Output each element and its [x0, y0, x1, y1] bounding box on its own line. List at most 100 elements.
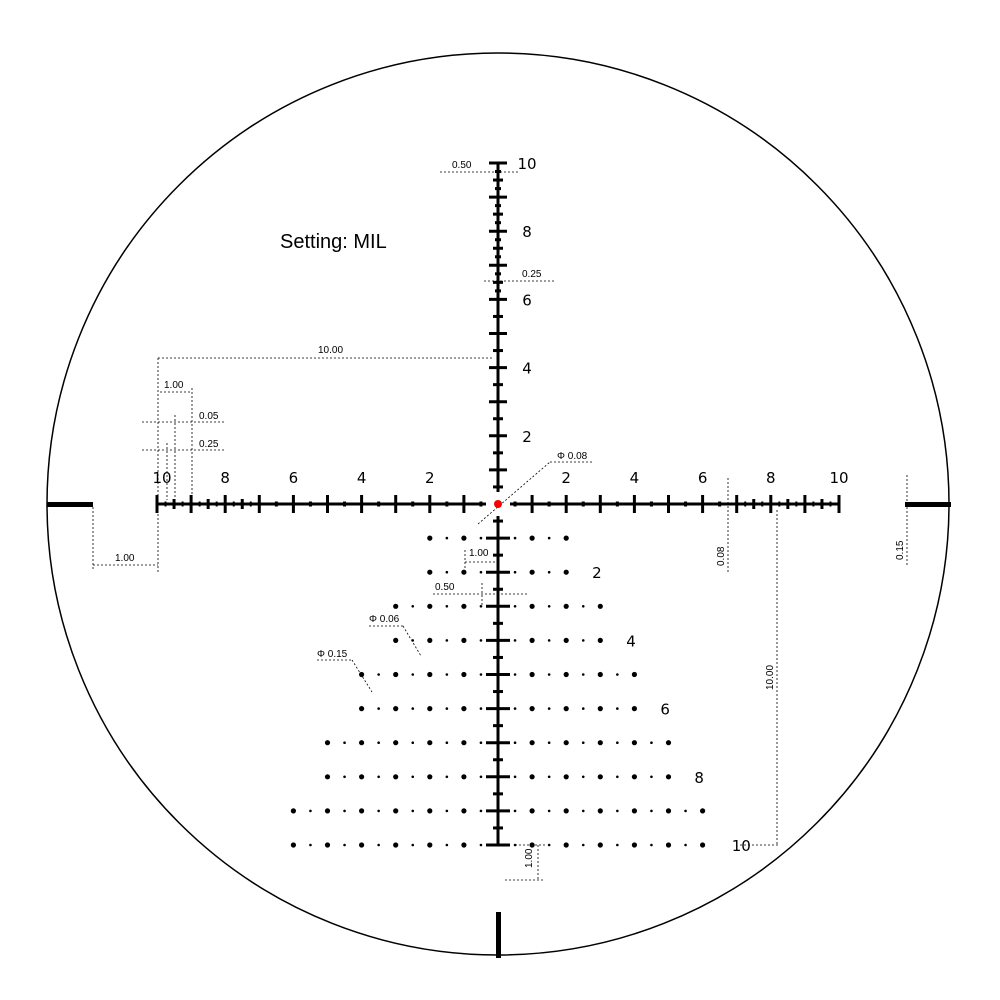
large-dot	[393, 706, 399, 712]
large-dot	[529, 671, 535, 678]
large-dot	[427, 671, 433, 678]
large-dot	[290, 842, 296, 848]
vertical-scale-label: 4	[522, 360, 532, 378]
horizontal-scale-label: 8	[220, 469, 230, 487]
large-dot	[359, 774, 365, 780]
small-dot	[309, 809, 312, 813]
dim-left-major-spacing: 1.00	[164, 380, 184, 391]
small-dot	[309, 843, 312, 847]
small-dot	[411, 707, 415, 710]
large-dot	[700, 842, 706, 848]
small-dot	[377, 707, 380, 710]
small-dot	[547, 809, 551, 813]
small-dot	[479, 707, 483, 710]
small-dot	[513, 809, 517, 813]
large-dot	[563, 637, 569, 644]
large-dot	[665, 774, 672, 780]
dim-fine-tick-spacing: 0.05	[199, 411, 219, 422]
small-dot	[616, 741, 619, 744]
small-dot	[479, 639, 483, 642]
small-dot	[479, 843, 483, 847]
large-dot	[427, 808, 433, 814]
large-dot	[393, 842, 399, 848]
small-dot	[377, 673, 380, 676]
large-dot	[427, 706, 433, 712]
small-dot	[479, 741, 483, 744]
small-dot	[411, 605, 415, 608]
dim-top-tick-width: 0.50	[452, 160, 472, 171]
small-dot	[445, 605, 449, 608]
large-dot	[461, 671, 467, 678]
small-dot	[581, 673, 585, 676]
small-dot	[513, 707, 517, 710]
large-dot	[529, 774, 535, 780]
large-dot	[359, 706, 365, 712]
small-dot	[445, 775, 449, 779]
crosshair-marks	[155, 161, 841, 847]
large-dot	[597, 774, 603, 780]
large-dot	[393, 774, 399, 780]
small-dot	[343, 775, 346, 779]
horizontal-scale-label: 6	[698, 469, 708, 487]
large-dot	[631, 740, 638, 746]
small-dot	[377, 809, 380, 813]
small-dot	[616, 809, 619, 813]
large-dot	[461, 637, 467, 644]
large-dot	[359, 808, 365, 814]
small-dot	[650, 809, 653, 813]
small-dot	[445, 741, 449, 744]
large-dot	[563, 842, 569, 848]
large-dot	[563, 740, 569, 746]
dot-row-label: 10	[732, 837, 751, 855]
large-dot	[324, 774, 331, 780]
vertical-scale-label: 8	[522, 223, 532, 241]
small-dot	[513, 775, 517, 779]
small-dot	[581, 741, 585, 744]
large-dot	[597, 740, 603, 746]
large-dot	[393, 603, 399, 609]
small-dot	[445, 673, 449, 676]
large-dot	[427, 774, 433, 780]
large-dot	[597, 808, 603, 814]
small-dot	[547, 843, 551, 847]
large-dot	[597, 842, 603, 848]
horizontal-scale-label: 10	[152, 469, 171, 487]
dot-row-label: 4	[626, 632, 636, 650]
horizontal-scale-label: 2	[425, 469, 435, 487]
dim-center-dot: Φ 0.08	[557, 451, 588, 462]
horizontal-scale-label: 4	[630, 469, 640, 487]
dim-upper-tick-width: 0.25	[522, 269, 542, 280]
small-dot	[650, 775, 653, 779]
small-dot	[650, 741, 653, 744]
bottom-post	[496, 912, 501, 958]
large-dot	[393, 808, 399, 814]
dim-dot-spacing: 1.00	[469, 548, 489, 559]
small-dot	[513, 570, 517, 574]
small-dot	[616, 673, 619, 676]
scale-labels: 10 8 6 4 2 2 4 6 8 10 2 4 6 8 10 2 4 6 8 10	[152, 155, 848, 855]
large-dot	[427, 569, 433, 575]
large-dot	[461, 842, 467, 848]
small-dot	[343, 843, 346, 847]
small-dot	[343, 741, 346, 744]
large-dot	[324, 808, 331, 814]
large-dot	[597, 671, 603, 678]
left-post	[47, 502, 93, 507]
small-dot	[684, 843, 687, 847]
vertical-scale-label: 6	[522, 291, 532, 309]
small-dot	[581, 775, 585, 779]
large-dot	[665, 808, 672, 814]
small-dot	[445, 843, 449, 847]
large-dot	[359, 740, 365, 746]
dim-line-thickness: 0.08	[716, 546, 727, 566]
dim-right-span: 10.00	[765, 665, 776, 690]
small-dot	[479, 775, 483, 779]
small-dot	[343, 809, 346, 813]
small-dot	[547, 775, 551, 779]
large-dot	[529, 740, 535, 746]
small-dot	[411, 775, 415, 779]
small-dot	[479, 809, 483, 813]
small-dot	[547, 570, 551, 574]
large-dot	[393, 671, 399, 678]
small-dot	[377, 843, 380, 847]
